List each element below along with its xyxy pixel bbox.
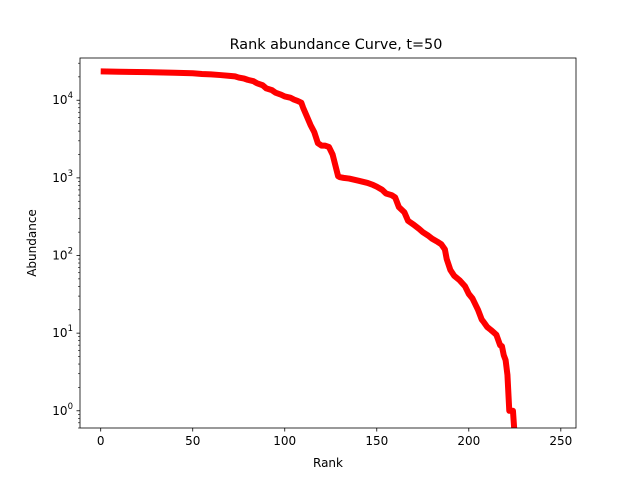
x-axis-label: Rank: [313, 456, 343, 470]
plot-frame: [79, 57, 577, 429]
y-tick-label: 100: [52, 402, 73, 418]
x-tick-label: 100: [273, 434, 296, 448]
x-tick-label: 150: [365, 434, 388, 448]
plot-area: [79, 57, 577, 429]
y-axis-label: Abundance: [25, 209, 39, 277]
x-tick-label: 0: [97, 434, 105, 448]
series-line-0: [100, 68, 518, 428]
series-layer: [100, 68, 518, 428]
chart-title: Rank abundance Curve, t=50: [230, 37, 443, 53]
y-tick-label: 101: [52, 324, 73, 340]
y-tick-label: 104: [52, 91, 73, 107]
y-axis: 100 101 102 103 104: [52, 62, 80, 429]
x-tick-label: 50: [185, 434, 200, 448]
x-tick-label: 200: [457, 434, 480, 448]
y-tick-label: 102: [52, 247, 73, 263]
x-axis: 0 50 100 150 200 250: [97, 428, 572, 448]
x-tick-label: 250: [549, 434, 572, 448]
y-tick-label: 103: [52, 169, 73, 185]
